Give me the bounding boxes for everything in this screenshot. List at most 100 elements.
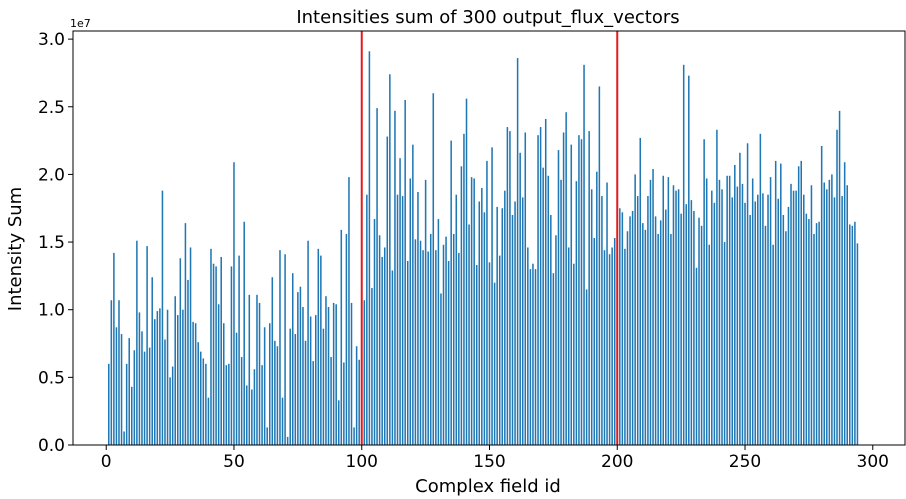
bar-246 bbox=[734, 164, 736, 445]
bar-70 bbox=[284, 254, 286, 445]
bar-54 bbox=[243, 221, 245, 445]
bar-35 bbox=[194, 323, 197, 445]
bar-267 bbox=[787, 206, 790, 445]
bar-257 bbox=[762, 193, 764, 445]
bar-113 bbox=[394, 110, 396, 445]
bar-130 bbox=[437, 219, 440, 445]
bar-105 bbox=[373, 219, 376, 445]
bar-80 bbox=[309, 316, 312, 445]
bar-4 bbox=[115, 327, 118, 445]
bar-2 bbox=[110, 300, 113, 445]
bar-230 bbox=[693, 210, 695, 445]
bar-140 bbox=[463, 133, 465, 445]
bar-92 bbox=[340, 229, 343, 445]
bar-210 bbox=[642, 223, 644, 445]
bar-67 bbox=[276, 346, 279, 445]
bar-118 bbox=[406, 261, 409, 445]
bar-36 bbox=[197, 342, 199, 445]
x-tick-label-0: 0 bbox=[101, 452, 112, 472]
bar-222 bbox=[672, 185, 675, 446]
y-axis-offset-label: 1e7 bbox=[70, 17, 91, 30]
bar-68 bbox=[279, 250, 281, 445]
bar-178 bbox=[560, 179, 562, 445]
bar-197 bbox=[608, 254, 611, 445]
bar-136 bbox=[452, 233, 455, 445]
bar-102 bbox=[366, 194, 368, 445]
bar-142 bbox=[468, 224, 470, 445]
bar-286 bbox=[836, 129, 838, 445]
bar-110 bbox=[386, 136, 389, 445]
bar-235 bbox=[705, 178, 708, 445]
bar-160 bbox=[514, 201, 516, 445]
bar-180 bbox=[565, 112, 567, 446]
bar-14 bbox=[141, 331, 143, 445]
bar-62 bbox=[263, 327, 266, 445]
bar-261 bbox=[772, 244, 774, 445]
bar-215 bbox=[654, 216, 657, 445]
bar-169 bbox=[537, 135, 539, 445]
bar-272 bbox=[800, 160, 802, 445]
bar-280 bbox=[820, 146, 823, 445]
bar-75 bbox=[297, 292, 299, 445]
bar-271 bbox=[797, 166, 800, 446]
bar-98 bbox=[355, 346, 358, 445]
bar-11 bbox=[133, 350, 136, 445]
bar-107 bbox=[378, 235, 381, 445]
reference-lines-group bbox=[360, 31, 619, 445]
bar-207 bbox=[634, 174, 636, 445]
bar-99 bbox=[358, 359, 360, 445]
bar-269 bbox=[792, 190, 795, 445]
y-axis-ticks: 0.0 0.5 1.0 1.5 2.0 2.5 3.0 bbox=[38, 30, 73, 456]
bar-181 bbox=[567, 247, 570, 445]
bar-30 bbox=[182, 309, 184, 445]
bar-193 bbox=[598, 86, 601, 445]
bar-45 bbox=[220, 256, 222, 445]
bar-43 bbox=[215, 266, 217, 445]
bar-31 bbox=[184, 223, 187, 445]
y-tick-label-4: 2.0 bbox=[38, 165, 65, 185]
bar-146 bbox=[478, 201, 481, 445]
bar-220 bbox=[667, 177, 670, 445]
bar-149 bbox=[486, 160, 488, 445]
bar-171 bbox=[542, 167, 544, 445]
y-tick-label-3: 1.5 bbox=[38, 233, 65, 253]
bar-166 bbox=[529, 269, 532, 445]
y-tick-label-1: 0.5 bbox=[38, 368, 65, 388]
bar-164 bbox=[524, 132, 527, 445]
bar-155 bbox=[501, 208, 504, 445]
bar-265 bbox=[782, 215, 785, 445]
bar-244 bbox=[728, 175, 731, 445]
bar-233 bbox=[700, 225, 703, 445]
x-tick-label-200: 200 bbox=[601, 452, 633, 472]
bar-198 bbox=[611, 247, 613, 445]
bar-268 bbox=[790, 183, 792, 445]
bar-159 bbox=[511, 215, 514, 445]
bar-23 bbox=[164, 339, 166, 445]
bar-262 bbox=[774, 160, 777, 445]
bar-290 bbox=[846, 185, 848, 446]
bar-165 bbox=[527, 247, 529, 445]
bar-270 bbox=[795, 190, 797, 445]
bar-116 bbox=[401, 196, 404, 445]
bar-212 bbox=[647, 196, 649, 445]
bar-106 bbox=[376, 108, 378, 446]
bar-79 bbox=[307, 240, 309, 445]
bar-141 bbox=[465, 98, 468, 446]
bar-91 bbox=[337, 400, 340, 445]
bar-16 bbox=[146, 246, 148, 445]
bar-50 bbox=[233, 162, 235, 446]
bar-206 bbox=[631, 210, 634, 445]
chart-title: Intensities sum of 300 output_flux_vecto… bbox=[296, 7, 679, 28]
bar-282 bbox=[826, 189, 828, 445]
bar-59 bbox=[256, 294, 258, 445]
bar-20 bbox=[156, 311, 159, 445]
bar-73 bbox=[291, 273, 294, 445]
x-tick-label-50: 50 bbox=[223, 452, 245, 472]
bar-209 bbox=[639, 137, 642, 445]
bar-151 bbox=[491, 147, 493, 445]
bar-157 bbox=[506, 127, 509, 445]
bar-119 bbox=[409, 178, 412, 445]
bar-5 bbox=[118, 300, 120, 445]
bar-276 bbox=[810, 185, 813, 446]
bar-109 bbox=[383, 247, 386, 445]
